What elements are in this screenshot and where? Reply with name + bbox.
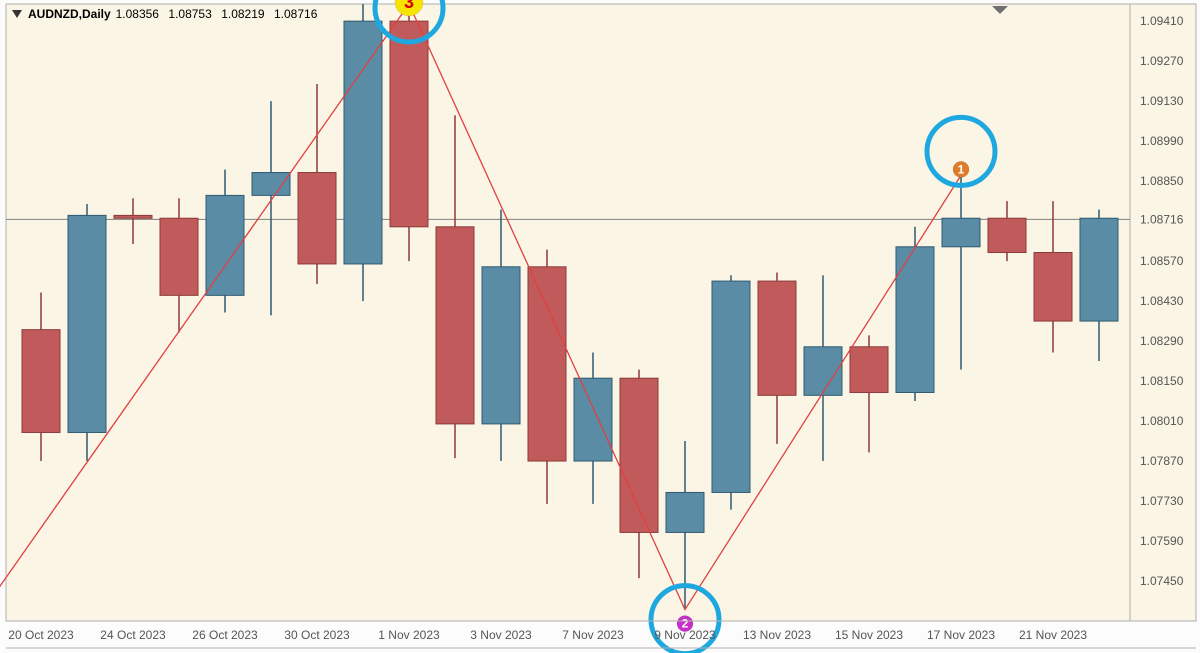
y-axis-label: 1.08716	[1140, 212, 1184, 226]
x-axis-label: 26 Oct 2023	[192, 628, 258, 642]
ohlc-value: 1.08219	[221, 7, 265, 21]
y-axis-label: 1.08010	[1140, 414, 1184, 428]
y-axis-label: 1.09130	[1140, 94, 1184, 108]
candle	[1034, 253, 1072, 322]
candle	[758, 281, 796, 395]
y-axis-label: 1.07450	[1140, 574, 1184, 588]
candle	[390, 21, 428, 227]
candle	[850, 347, 888, 393]
candle	[206, 195, 244, 295]
x-axis-label: 13 Nov 2023	[743, 628, 811, 642]
candle	[482, 267, 520, 424]
candle	[344, 21, 382, 264]
candle	[68, 215, 106, 432]
symbol-label: AUDNZD,Daily	[28, 7, 111, 21]
candle	[712, 281, 750, 492]
y-axis-label: 1.07730	[1140, 494, 1184, 508]
candle	[252, 173, 290, 196]
ohlc-value: 1.08716	[274, 7, 318, 21]
ohlc-value: 1.08753	[168, 7, 212, 21]
y-axis-label: 1.08570	[1140, 254, 1184, 268]
x-axis-label: 21 Nov 2023	[1019, 628, 1087, 642]
pivot-marker-label: 3	[404, 0, 414, 12]
y-axis-label: 1.08430	[1140, 294, 1184, 308]
y-axis-label: 1.07870	[1140, 454, 1184, 468]
pivot-marker-label: 1	[958, 162, 965, 176]
candle	[160, 218, 198, 295]
y-axis-label: 1.08290	[1140, 334, 1184, 348]
candle	[942, 218, 980, 247]
candle	[528, 267, 566, 461]
candle	[298, 173, 336, 264]
x-axis-label: 30 Oct 2023	[284, 628, 350, 642]
y-axis-label: 1.09270	[1140, 54, 1184, 68]
y-axis-label: 1.08850	[1140, 174, 1184, 188]
x-axis-label: 7 Nov 2023	[562, 628, 624, 642]
x-axis-label: 15 Nov 2023	[835, 628, 903, 642]
x-axis-label: 17 Nov 2023	[927, 628, 995, 642]
candle	[114, 215, 152, 218]
chart-canvas[interactable]: 3211.074501.075901.077301.078701.080101.…	[0, 0, 1200, 653]
candle	[666, 492, 704, 532]
y-axis-label: 1.08150	[1140, 374, 1184, 388]
x-axis-label: 24 Oct 2023	[100, 628, 166, 642]
candle	[22, 330, 60, 433]
candle	[1080, 218, 1118, 321]
candle	[436, 227, 474, 424]
y-axis-label: 1.09410	[1140, 14, 1184, 28]
candle	[574, 378, 612, 461]
x-axis-label: 1 Nov 2023	[378, 628, 440, 642]
ohlc-value: 1.08356	[116, 7, 160, 21]
y-axis-label: 1.08990	[1140, 134, 1184, 148]
candlestick-chart: 3211.074501.075901.077301.078701.080101.…	[0, 0, 1200, 653]
x-axis-label: 9 Nov 2023	[654, 628, 716, 642]
x-axis-label: 20 Oct 2023	[8, 628, 74, 642]
candle	[988, 218, 1026, 252]
y-axis-label: 1.07590	[1140, 534, 1184, 548]
x-axis-label: 3 Nov 2023	[470, 628, 532, 642]
